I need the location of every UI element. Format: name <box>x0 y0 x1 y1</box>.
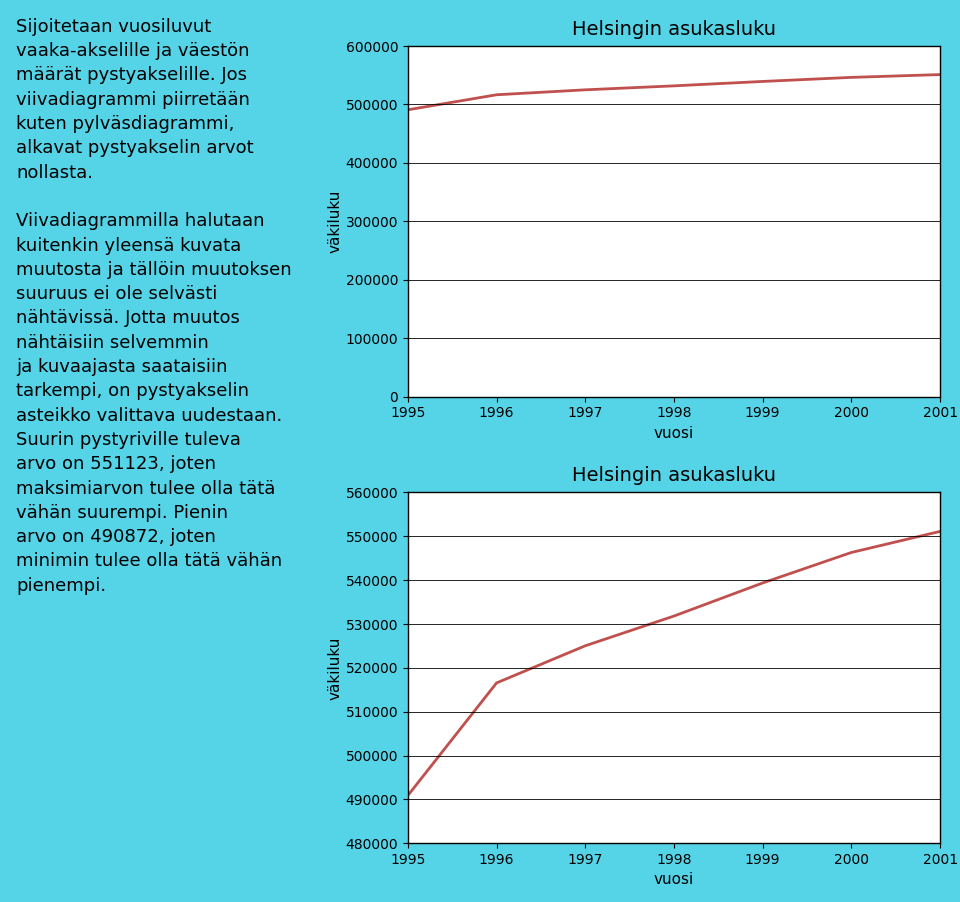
X-axis label: vuosi: vuosi <box>654 872 694 888</box>
Text: Sijoitetaan vuosiluvut
vaaka-akselille ja väestön
määrät pystyakselille. Jos
vii: Sijoitetaan vuosiluvut vaaka-akselille j… <box>16 18 292 594</box>
Y-axis label: väkiluku: väkiluku <box>327 189 343 253</box>
Title: Helsingin asukasluku: Helsingin asukasluku <box>572 466 776 485</box>
X-axis label: vuosi: vuosi <box>654 426 694 441</box>
Title: Helsingin asukasluku: Helsingin asukasluku <box>572 20 776 39</box>
Y-axis label: väkiluku: väkiluku <box>327 636 343 700</box>
